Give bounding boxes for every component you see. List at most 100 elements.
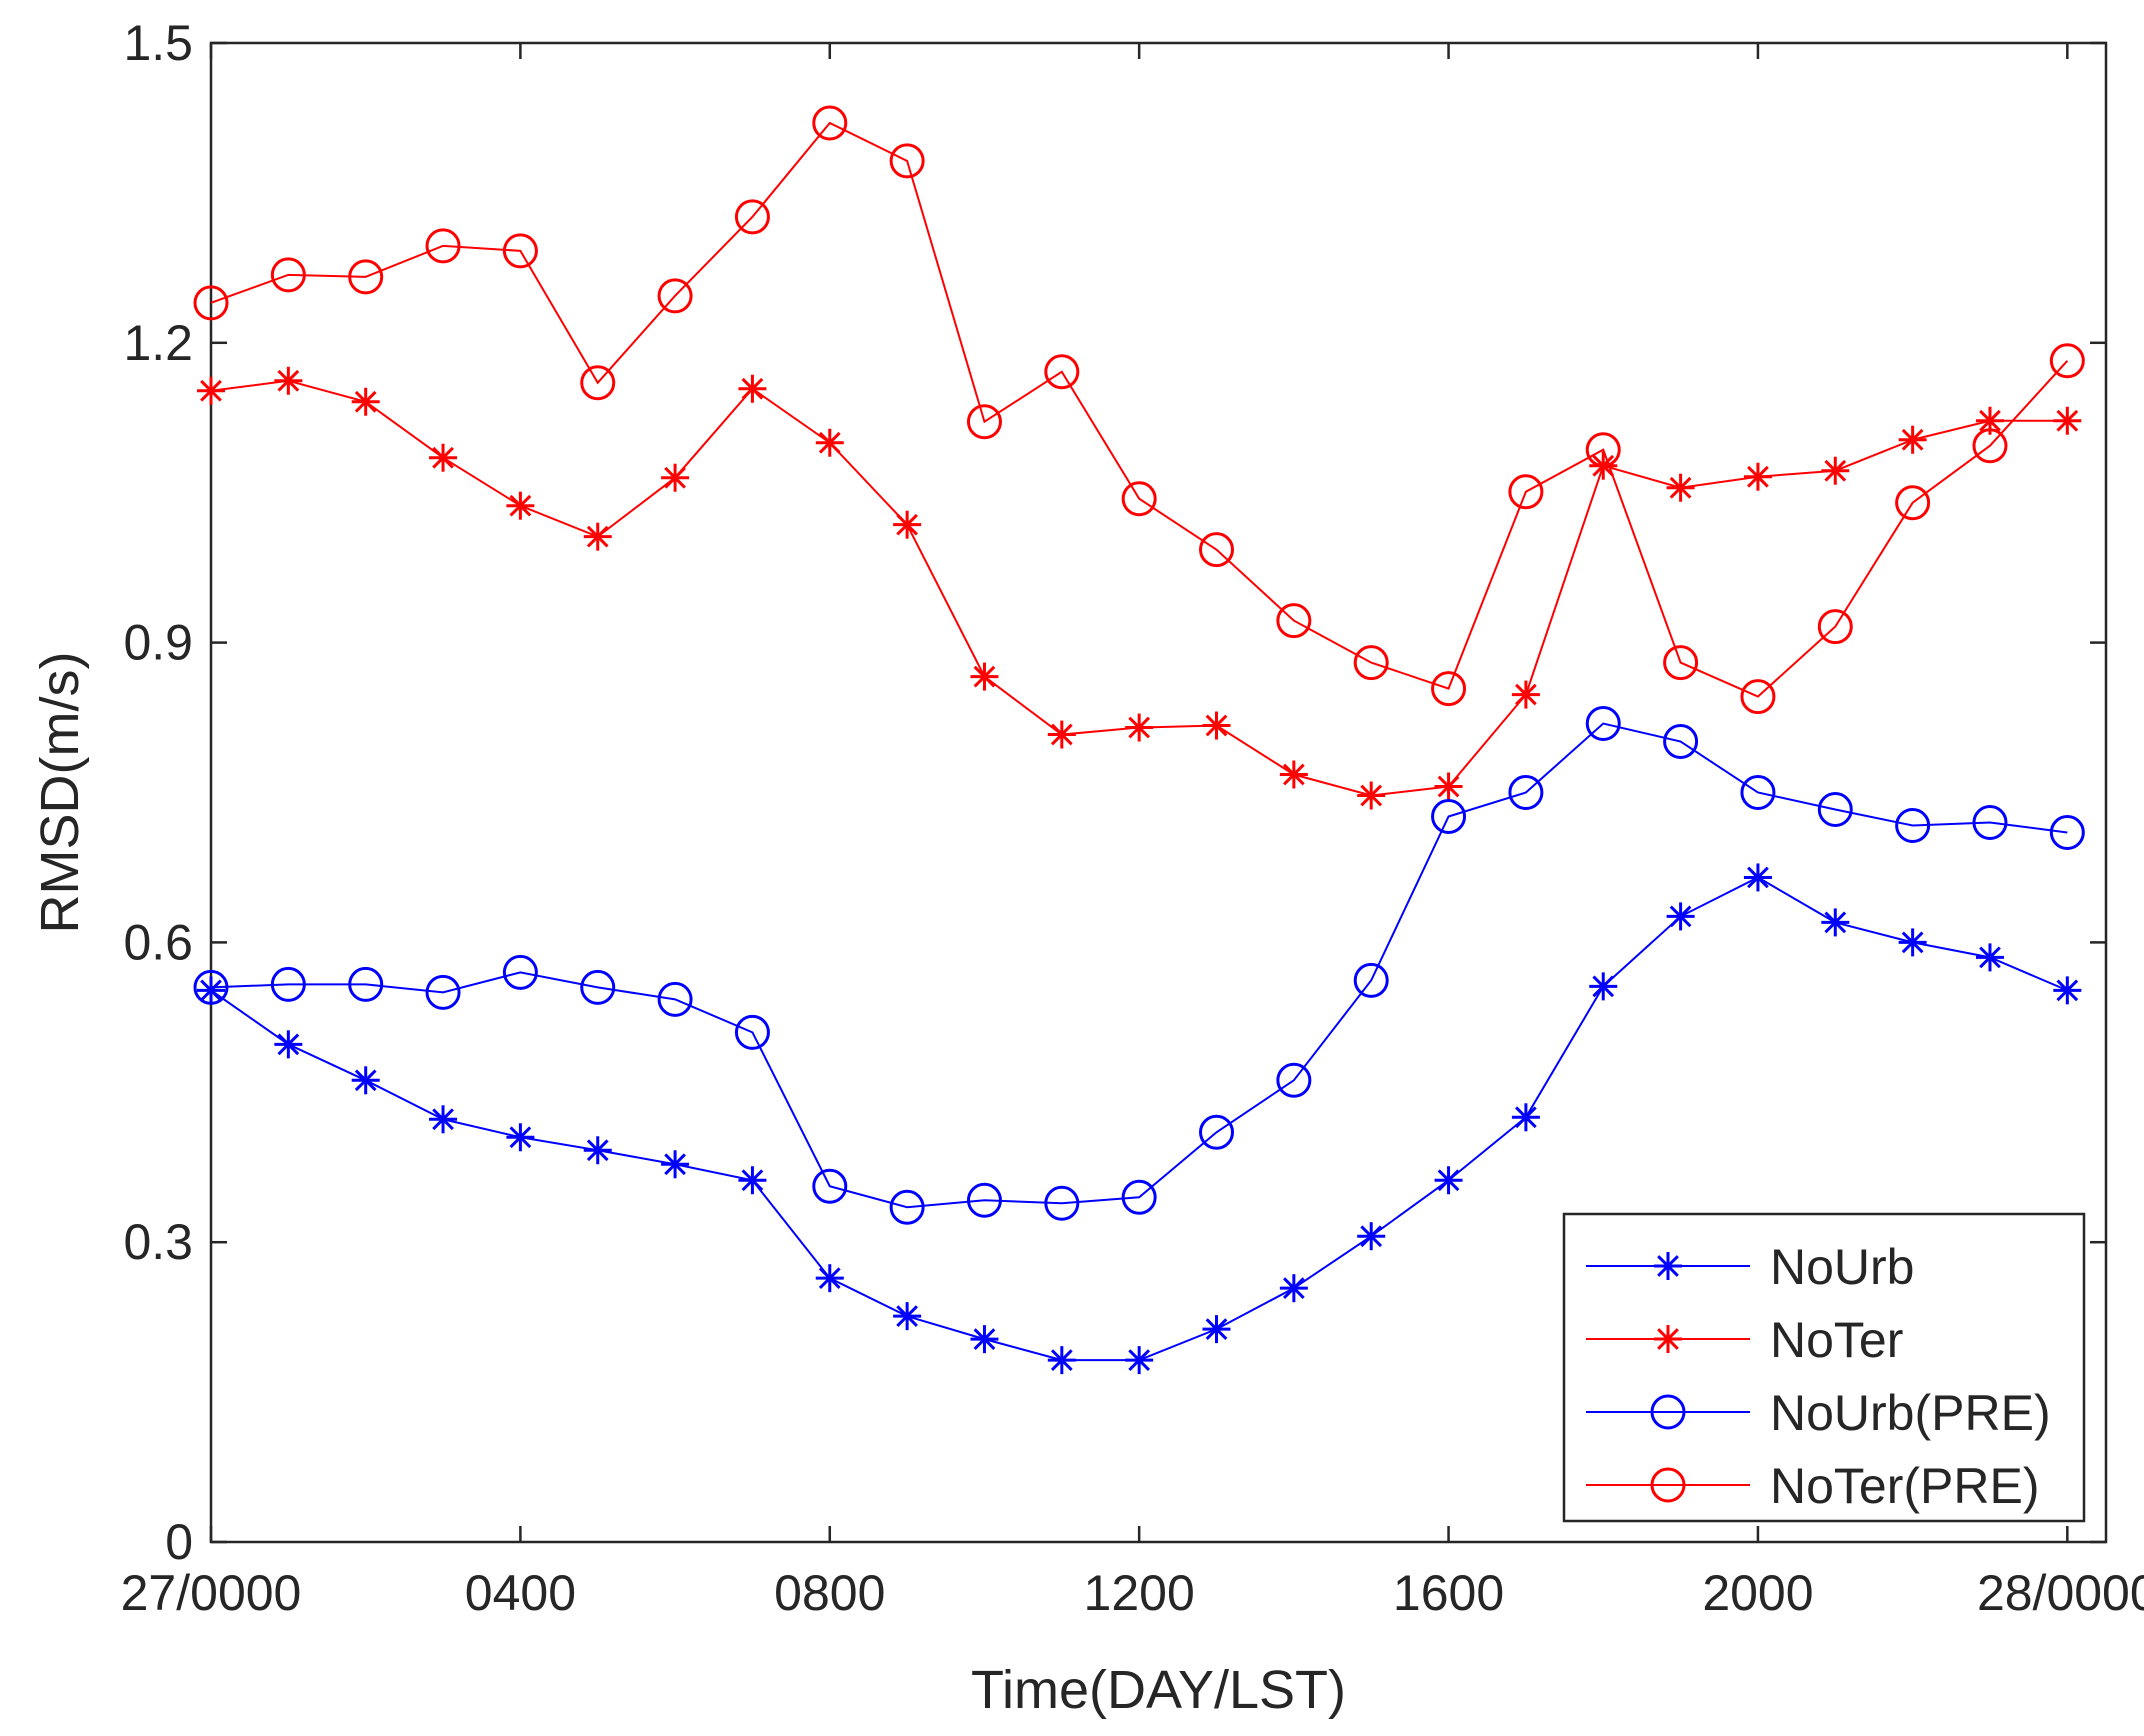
data-point-noter (815, 428, 844, 457)
marker-stroke (200, 379, 222, 402)
legend-label: NoTer(PRE) (1770, 1458, 2039, 1514)
data-point-nourb-pre (1276, 1062, 1312, 1098)
data-point-noter-pre (1895, 485, 1931, 521)
marker-stroke (1824, 459, 1847, 482)
y-axis-label: RMSD(m/s) (30, 652, 90, 934)
y-tick-label: 0.6 (123, 914, 193, 970)
data-point-noter-pre (1044, 354, 1080, 390)
data-point-nourb (1047, 1346, 1076, 1375)
data-point-noter-pre (2049, 343, 2085, 379)
marker-stroke (741, 1169, 764, 1192)
data-point-noter (1202, 711, 1231, 740)
marker-stroke (1657, 1255, 1679, 1277)
marker-stroke (432, 1108, 454, 1131)
data-point-nourb (274, 1030, 303, 1059)
data-point-noter-pre (1276, 603, 1312, 639)
legend-label: NoUrb (1770, 1239, 1914, 1295)
x-tick-label: 1200 (1084, 1565, 1195, 1621)
marker-stroke (2056, 979, 2079, 1002)
data-point-nourb-pre (1121, 1179, 1157, 1215)
marker-stroke (1824, 911, 1847, 934)
legend-marker (1650, 1467, 1686, 1503)
marker-stroke (586, 525, 609, 548)
data-point-noter (1821, 456, 1850, 485)
data-point-noter-pre (1585, 432, 1621, 468)
data-point-noter (351, 387, 380, 416)
axes: 27/0000 0400 0800 1200 1600 2000 28/0000 0 0.3 0.… (121, 15, 2144, 1621)
marker-stroke (1592, 975, 1615, 998)
marker-stroke (1128, 1349, 1151, 1371)
marker-stroke (1979, 409, 2001, 432)
data-point-noter-pre (657, 278, 693, 314)
marker-stroke (1979, 946, 2001, 969)
data-point-nourb-pre (889, 1189, 925, 1225)
data-point-noter (429, 443, 458, 472)
marker-stroke (1050, 723, 1073, 746)
legend-item-noter-pre: NoTer(PRE) (1586, 1458, 2039, 1514)
data-point-nourb-pre (966, 1182, 1002, 1218)
data-point-noter (1666, 473, 1695, 502)
y-tick-label: 0 (165, 1514, 193, 1570)
marker-stroke (896, 1305, 918, 1328)
marker-stroke (509, 494, 532, 517)
legend-item-nourb-pre: NoUrb(PRE) (1586, 1385, 2051, 1441)
series-line-nourb-pre (210, 722, 2068, 1209)
data-point-noter (1743, 462, 1772, 491)
marker-stroke (973, 1328, 996, 1350)
marker-stroke (1282, 1277, 1305, 1300)
marker-stroke (354, 1069, 377, 1092)
data-point-noter (1898, 425, 1927, 454)
data-point-noter (1357, 781, 1386, 810)
data-point-nourb (1125, 1346, 1154, 1375)
data-point-nourb-pre (1895, 807, 1931, 843)
series-group (193, 105, 2085, 1375)
marker-stroke (354, 390, 377, 413)
data-point-noter-pre (1508, 474, 1544, 510)
marker-stroke (586, 1139, 609, 1162)
data-point-noter-pre (1817, 609, 1853, 645)
data-point-nourb (429, 1105, 458, 1134)
y-tick-label: 0.9 (123, 615, 193, 671)
marker-stroke (896, 513, 918, 536)
data-point-noter (506, 491, 535, 520)
x-tick-label: 0400 (465, 1565, 576, 1621)
marker-stroke (2056, 409, 2079, 432)
data-point-nourb-pre (502, 954, 538, 990)
data-point-noter-pre (1121, 481, 1157, 517)
data-point-nourb-pre (1431, 798, 1467, 834)
data-point-noter (583, 522, 612, 551)
data-point-noter-pre (425, 228, 461, 264)
marker-stroke (1747, 866, 1769, 889)
legend-marker (1654, 1252, 1682, 1280)
data-point-noter-pre (1740, 679, 1776, 715)
x-axis-label: Time(DAY/LST) (971, 1660, 1346, 1720)
data-point-noter (1047, 720, 1076, 749)
marker-stroke (1669, 905, 1692, 928)
legend-marker (1650, 1394, 1686, 1430)
data-point-nourb-pre (1508, 775, 1544, 810)
data-point-nourb (2053, 976, 2082, 1005)
marker-stroke (200, 979, 222, 1002)
data-point-nourb-pre (657, 981, 693, 1017)
marker-stroke (818, 1267, 841, 1290)
marker-stroke (1050, 1349, 1073, 1371)
plot-frame (209, 41, 2108, 1544)
marker-stroke (1901, 931, 1924, 954)
series-nourb (197, 863, 2082, 1375)
data-point-nourb-pre (348, 966, 384, 1002)
x-tick-label: 28/0000 (1977, 1565, 2144, 1621)
data-point-nourb-pre (812, 1168, 848, 1204)
data-point-nourb (583, 1136, 612, 1165)
data-point-noter-pre (812, 105, 848, 141)
data-point-noter (2053, 406, 2082, 435)
data-point-nourb-pre (1585, 706, 1621, 742)
marker-stroke (741, 377, 764, 400)
data-point-noter-pre (1972, 428, 2008, 464)
data-point-nourb-pre (425, 974, 461, 1010)
data-point-nourb (1666, 902, 1695, 931)
data-point-noter-pre (1663, 645, 1699, 681)
data-point-noter (197, 376, 225, 405)
marker-stroke (277, 369, 300, 392)
marker-stroke (1128, 716, 1151, 739)
